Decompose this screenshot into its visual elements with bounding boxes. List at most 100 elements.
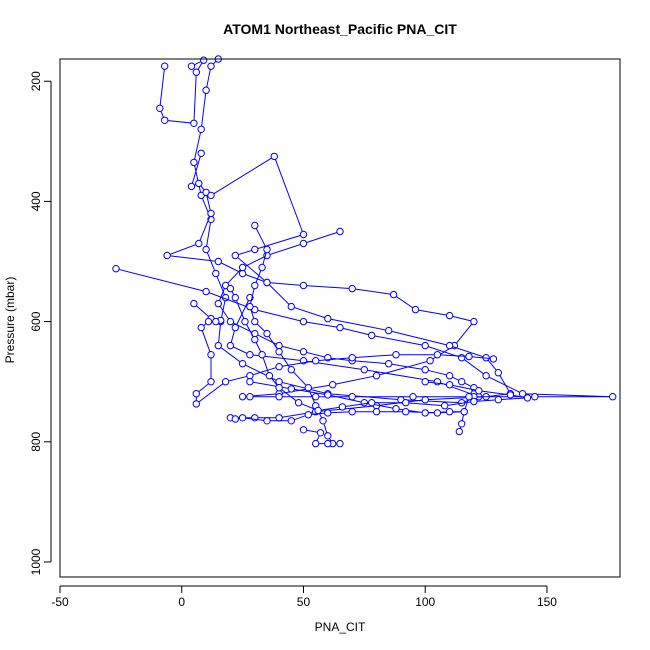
data-point bbox=[368, 331, 376, 340]
data-point bbox=[192, 400, 201, 408]
data-point bbox=[192, 68, 201, 76]
data-point bbox=[287, 417, 295, 425]
data-point bbox=[348, 393, 356, 401]
axes-layer: -50 0 50 100 150 200 400 600 800 1000 bbox=[29, 71, 557, 609]
data-point bbox=[275, 414, 283, 422]
y-tick-label: 400 bbox=[29, 191, 43, 211]
data-point bbox=[324, 409, 332, 417]
data-point bbox=[214, 257, 223, 266]
data-point bbox=[204, 317, 213, 326]
data-point bbox=[226, 284, 235, 293]
x-axis-label: PNA_CIT bbox=[315, 620, 366, 634]
data-point bbox=[275, 393, 283, 401]
data-point bbox=[465, 393, 473, 401]
data-point bbox=[221, 378, 230, 386]
data-point bbox=[445, 372, 454, 380]
data-point bbox=[426, 357, 434, 365]
data-point bbox=[348, 284, 356, 293]
data-point bbox=[348, 408, 356, 416]
data-point bbox=[275, 384, 283, 392]
data-point bbox=[238, 263, 247, 272]
series-layer bbox=[112, 55, 617, 448]
data-point bbox=[246, 393, 254, 401]
data-point bbox=[238, 393, 247, 401]
data-point bbox=[312, 357, 320, 365]
data-point bbox=[458, 378, 466, 386]
series-3 bbox=[163, 149, 478, 401]
data-point bbox=[275, 378, 283, 386]
data-point bbox=[251, 281, 259, 290]
x-tick-label: 0 bbox=[178, 595, 185, 609]
data-point bbox=[445, 381, 454, 389]
data-point bbox=[231, 293, 240, 302]
data-point bbox=[287, 366, 295, 374]
data-point bbox=[299, 426, 308, 434]
data-point bbox=[212, 269, 220, 278]
data-point bbox=[389, 290, 398, 299]
series-8 bbox=[246, 221, 344, 448]
data-point bbox=[316, 429, 325, 437]
data-point bbox=[161, 116, 169, 125]
data-point bbox=[263, 329, 271, 338]
data-point bbox=[392, 405, 400, 413]
series-line bbox=[166, 153, 475, 398]
data-point bbox=[246, 351, 254, 359]
data-point bbox=[336, 323, 344, 332]
data-point bbox=[197, 323, 205, 332]
data-point bbox=[163, 251, 171, 260]
data-point bbox=[385, 326, 393, 335]
data-point bbox=[372, 408, 381, 416]
data-point bbox=[299, 230, 308, 239]
data-point bbox=[251, 221, 259, 230]
chart-title: ATOM1 Northeast_Pacific PNA_CIT bbox=[223, 21, 457, 37]
data-point bbox=[156, 104, 164, 113]
data-point bbox=[197, 125, 205, 134]
data-point bbox=[494, 396, 502, 404]
data-point bbox=[421, 396, 429, 404]
series-line bbox=[115, 268, 613, 398]
data-point bbox=[187, 62, 196, 70]
data-point bbox=[312, 439, 320, 448]
data-point bbox=[112, 265, 120, 273]
data-point bbox=[421, 366, 429, 374]
data-point bbox=[197, 149, 205, 158]
series-9 bbox=[231, 378, 468, 425]
data-point bbox=[458, 420, 466, 428]
data-point bbox=[202, 245, 210, 254]
data-point bbox=[270, 152, 278, 161]
data-point bbox=[226, 341, 235, 350]
data-point bbox=[421, 341, 429, 350]
data-point bbox=[531, 393, 539, 401]
data-point bbox=[433, 409, 442, 417]
data-point bbox=[192, 390, 201, 398]
data-point bbox=[402, 408, 410, 416]
data-point bbox=[360, 366, 368, 374]
data-point bbox=[489, 355, 498, 363]
data-point bbox=[187, 182, 196, 191]
series-10 bbox=[226, 284, 532, 415]
data-point bbox=[200, 56, 208, 64]
data-point bbox=[299, 317, 308, 326]
y-axis-label: Pressure (mbar) bbox=[3, 277, 17, 364]
data-point bbox=[482, 372, 490, 380]
data-point bbox=[214, 341, 223, 350]
data-point bbox=[263, 278, 271, 287]
data-point bbox=[207, 191, 215, 200]
data-point bbox=[506, 391, 515, 399]
data-point bbox=[207, 378, 215, 386]
data-point bbox=[609, 393, 617, 401]
data-point bbox=[226, 317, 235, 326]
plot-frame bbox=[59, 58, 621, 578]
data-point bbox=[202, 287, 210, 296]
data-point bbox=[409, 393, 417, 401]
data-point bbox=[258, 263, 266, 272]
data-point bbox=[294, 399, 303, 407]
data-point bbox=[402, 399, 410, 407]
data-point bbox=[287, 385, 295, 393]
data-point bbox=[324, 432, 332, 440]
data-point bbox=[348, 354, 356, 362]
data-point bbox=[299, 281, 308, 290]
y-tick-label: 600 bbox=[29, 311, 43, 331]
y-tick-label: 800 bbox=[29, 431, 43, 451]
